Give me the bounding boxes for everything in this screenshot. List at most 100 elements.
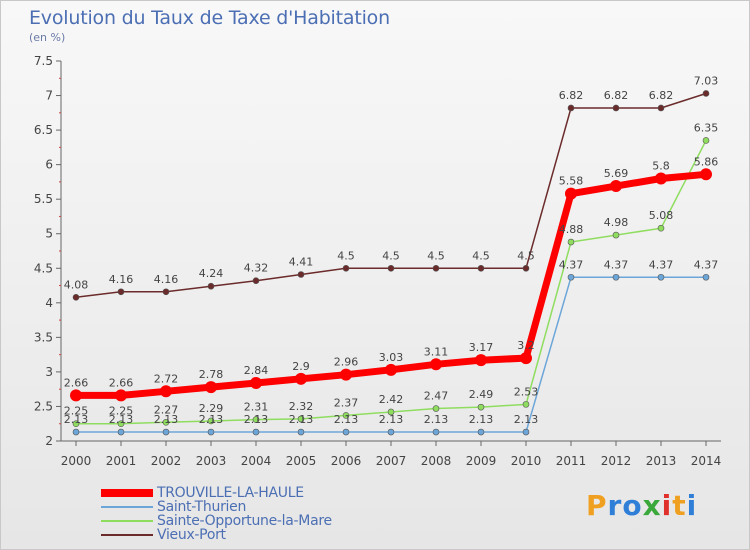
series-1-point <box>387 428 395 436</box>
data-label: 2.13 <box>334 413 359 426</box>
series-2-point <box>612 231 620 239</box>
legend-label: Saint-Thurien <box>157 499 247 515</box>
data-label: 2.9 <box>292 360 310 373</box>
logo-letter: x <box>642 489 662 522</box>
chart-legend: TROUVILLE-LA-HAULE Saint-Thurien Sainte-Op… <box>101 486 332 542</box>
logo-letter: r <box>607 489 623 522</box>
data-label: 3.2 <box>517 339 535 352</box>
data-label: 4.16 <box>109 273 134 286</box>
series-1-point <box>567 273 575 281</box>
y-tick-label: 7.5 <box>34 54 53 68</box>
data-label: 2.13 <box>109 413 134 426</box>
series-1-point <box>342 428 350 436</box>
logo-letter: t <box>672 489 687 522</box>
x-tick-label: 2004 <box>241 454 272 468</box>
series-0-point <box>655 172 667 185</box>
legend-label: Vieux-Port <box>157 527 226 543</box>
series-0-point <box>115 389 127 402</box>
series-1-point <box>207 428 215 436</box>
data-label: 6.82 <box>649 89 674 102</box>
series-0-point <box>475 354 487 367</box>
data-label: 5.86 <box>694 155 719 168</box>
series-1-point <box>432 428 440 436</box>
data-label: 2.78 <box>199 368 224 381</box>
data-label: 2.13 <box>289 413 314 426</box>
legend-label: TROUVILLE-LA-HAULE <box>157 485 304 501</box>
data-label: 6.35 <box>694 121 719 134</box>
legend-item: Sainte-Opportune-la-Mare <box>101 514 332 528</box>
series-0-point <box>250 376 262 389</box>
data-label: 2.66 <box>109 376 134 389</box>
series-2-point <box>162 419 170 426</box>
series-3-point <box>207 282 215 290</box>
data-label: 4.37 <box>604 258 629 271</box>
y-tick-label: 5 <box>45 227 53 241</box>
series-1-point <box>72 428 80 436</box>
series-2-point <box>207 417 215 425</box>
data-label: 4.37 <box>649 258 674 271</box>
x-tick-label: 2001 <box>106 454 137 468</box>
series-0-point <box>160 385 172 398</box>
series-0-point <box>295 372 307 385</box>
data-label: 2.13 <box>64 413 89 426</box>
y-tick-label: 4.5 <box>34 261 53 275</box>
data-label: 2.29 <box>199 402 224 415</box>
data-label: 4.5 <box>472 249 490 262</box>
series-2-point <box>522 401 530 408</box>
legend-swatch <box>101 506 153 508</box>
series-3-point <box>477 264 485 272</box>
series-2-point <box>72 420 80 428</box>
data-label: 5.58 <box>559 175 584 188</box>
x-tick-label: 2012 <box>601 454 632 468</box>
series-2-point <box>387 408 395 416</box>
series-1-point <box>117 428 125 436</box>
series-0-point <box>700 168 712 181</box>
series-1-point <box>522 428 530 436</box>
data-label: 3.11 <box>424 345 449 358</box>
data-label: 3.03 <box>379 351 404 364</box>
data-label: 4.32 <box>244 262 269 275</box>
y-tick-label: 5.5 <box>34 192 53 206</box>
data-label: 2.25 <box>109 405 134 418</box>
series-2-point <box>342 412 350 419</box>
data-label: 4.24 <box>199 267 224 280</box>
chart-subtitle: (en %) <box>29 31 66 44</box>
data-label: 2.72 <box>154 372 179 385</box>
series-0-point <box>520 352 532 365</box>
series-3-point <box>252 277 260 285</box>
data-label: 2.13 <box>469 413 494 426</box>
x-tick-label: 2002 <box>151 454 182 468</box>
series-3-point <box>162 288 170 296</box>
data-label: 4.5 <box>427 249 445 262</box>
series-1-point <box>297 428 305 436</box>
legend-swatch <box>101 520 153 522</box>
logo-letter: i <box>661 489 673 522</box>
data-label: 2.13 <box>514 413 539 426</box>
x-tick-label: 2009 <box>466 454 497 468</box>
series-1-point <box>252 428 260 436</box>
series-3-point <box>297 271 305 278</box>
series-2-point <box>432 405 440 412</box>
data-label: 4.08 <box>64 278 89 291</box>
series-2-point <box>252 416 260 423</box>
series-3-point <box>702 90 710 97</box>
logo-letter: i <box>686 489 698 522</box>
data-label: 2.84 <box>244 364 269 377</box>
series-3-point <box>657 104 665 112</box>
data-label: 2.31 <box>244 401 269 414</box>
x-tick-label: 2000 <box>61 454 92 468</box>
data-label: 5.8 <box>652 159 670 172</box>
data-label: 2.13 <box>424 413 449 426</box>
data-label: 7.03 <box>694 74 719 87</box>
data-label: 4.88 <box>559 223 584 236</box>
series-0-point <box>70 389 82 402</box>
x-tick-label: 2007 <box>376 454 407 468</box>
series-1-point <box>657 273 665 281</box>
series-0-point <box>385 363 397 376</box>
data-label: 3.17 <box>469 341 494 354</box>
data-label: 2.47 <box>424 390 449 403</box>
data-label: 4.37 <box>694 258 719 271</box>
data-label: 2.49 <box>469 388 494 401</box>
x-tick-label: 2006 <box>331 454 362 468</box>
